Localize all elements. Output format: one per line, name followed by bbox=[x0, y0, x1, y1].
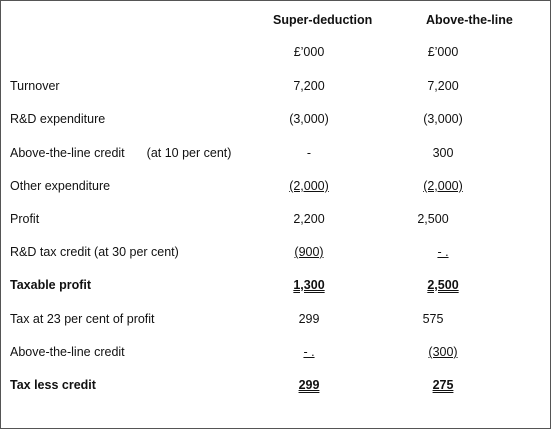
row-label-rd-tax-credit: R&D tax credit (at 30 per cent) bbox=[10, 245, 179, 259]
row-label-tax-less-credit: Tax less credit bbox=[10, 378, 96, 392]
col2-header: Above-the-line bbox=[426, 13, 513, 27]
row-taxable-profit-col2: 2,500 bbox=[427, 278, 459, 292]
row-label-atl-credit-note: (at 10 per cent) bbox=[146, 146, 232, 160]
row-label-turnover: Turnover bbox=[10, 79, 60, 93]
col2-unit: £’000 bbox=[427, 45, 459, 59]
row-label-profit: Profit bbox=[10, 212, 40, 226]
row-rd-expenditure-col2: (3,000) bbox=[423, 112, 463, 126]
row-turnover-col2: 7,200 bbox=[427, 79, 459, 93]
col1-unit: £’000 bbox=[293, 45, 325, 59]
row-label-taxable-profit: Taxable profit bbox=[10, 278, 92, 292]
row-label-atl-credit-text: Above-the-line credit bbox=[10, 146, 125, 160]
row-other-expenditure-col2: (2,000) bbox=[423, 179, 463, 193]
row-label-tax-23: Tax at 23 per cent of profit bbox=[10, 312, 155, 326]
row-taxable-profit-col1: 1,300 bbox=[293, 278, 325, 292]
row-profit-col1: 2,200 bbox=[293, 212, 325, 226]
row-rd-expenditure-col1: (3,000) bbox=[289, 112, 329, 126]
row-other-expenditure-col1: (2,000) bbox=[289, 179, 329, 193]
row-atl-credit-col2: 300 bbox=[432, 146, 454, 160]
row-tax-less-credit-col1: 299 bbox=[298, 378, 320, 392]
row-rd-tax-credit-col1: (900) bbox=[294, 245, 324, 259]
row-atl-credit-2-col2: (300) bbox=[428, 345, 458, 359]
row-label-rd-expenditure: R&D expenditure bbox=[10, 112, 106, 126]
col1-header: Super-deduction bbox=[273, 13, 373, 27]
row-label-other-expenditure: Other expenditure bbox=[10, 179, 111, 193]
row-label-atl-credit: Above-the-line credit (at 10 per cent) bbox=[10, 146, 231, 160]
row-turnover-col1: 7,200 bbox=[293, 79, 325, 93]
row-profit-col2: 2,500 bbox=[417, 212, 449, 226]
row-label-atl-credit-2: Above-the-line credit bbox=[10, 345, 125, 359]
row-tax-23-col2: 575 bbox=[422, 312, 444, 326]
row-tax-23-col1: 299 bbox=[298, 312, 320, 326]
row-atl-credit-col1: - bbox=[306, 146, 312, 160]
row-rd-tax-credit-col2: - . bbox=[437, 245, 449, 259]
row-tax-less-credit-col2: 275 bbox=[432, 378, 454, 392]
row-atl-credit-2-col1: - . bbox=[303, 345, 315, 359]
